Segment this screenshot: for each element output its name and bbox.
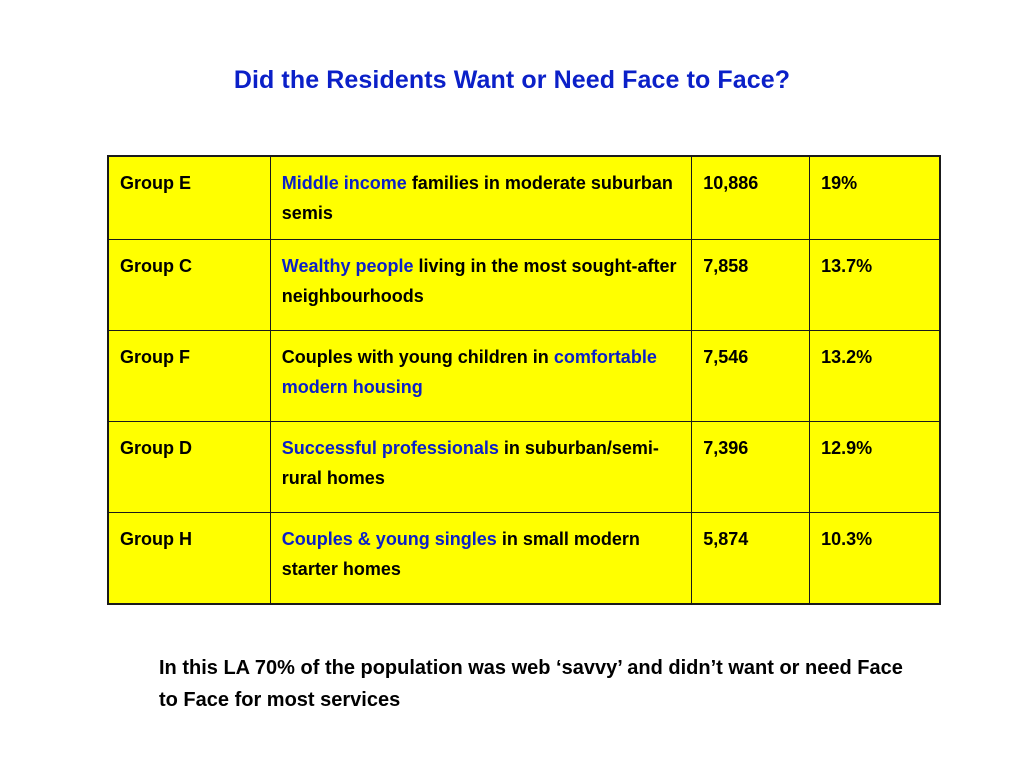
count-cell: 7,858 — [691, 239, 811, 331]
group-cell: Group F — [107, 330, 271, 422]
table-row: Group F Couples with young children in c… — [107, 330, 941, 422]
segments-table: Group E Middle income families in modera… — [107, 155, 941, 605]
description-highlight: Middle income — [281, 173, 407, 193]
group-cell: Group C — [107, 239, 271, 331]
description-text: living in the most sought-after neighbou… — [281, 256, 677, 306]
count-cell: 7,546 — [691, 330, 811, 422]
description-text: in suburban/semi-rural homes — [281, 438, 659, 488]
description-text: families in moderate suburban semis — [281, 173, 673, 223]
group-cell: Group H — [107, 512, 271, 605]
description-highlight: Wealthy people — [281, 256, 414, 276]
table-row: Group C Wealthy people living in the mos… — [107, 239, 941, 331]
description-cell: Wealthy people living in the most sought… — [269, 239, 693, 331]
description-text: in small modern starter homes — [281, 529, 640, 579]
description-highlight: Successful professionals — [281, 438, 499, 458]
description-cell: Couples & young singles in small modern … — [269, 512, 693, 605]
percent-cell: 13.7% — [809, 239, 941, 331]
description-text: Couples with young children in — [281, 347, 554, 367]
percent-cell: 13.2% — [809, 330, 941, 422]
table-row: Group D Successful professionals in subu… — [107, 421, 941, 513]
description-cell: Middle income families in moderate subur… — [269, 155, 693, 240]
table-row: Group E Middle income families in modera… — [107, 155, 941, 240]
count-cell: 7,396 — [691, 421, 811, 513]
description-cell: Couples with young children in comfortab… — [269, 330, 693, 422]
slide-title: Did the Residents Want or Need Face to F… — [233, 66, 791, 94]
percent-cell: 12.9% — [809, 421, 941, 513]
description-highlight: comfortable modern housing — [281, 347, 657, 397]
description-cell: Successful professionals in suburban/sem… — [269, 421, 693, 513]
group-cell: Group D — [107, 421, 271, 513]
count-cell: 10,886 — [691, 155, 811, 240]
group-cell: Group E — [107, 155, 271, 240]
footnote: In this LA 70% of the population was web… — [159, 657, 903, 711]
description-highlight: Couples & young singles — [281, 529, 497, 549]
count-cell: 5,874 — [691, 512, 811, 605]
percent-cell: 19% — [809, 155, 941, 240]
table-row: Group H Couples & young singles in small… — [107, 512, 941, 605]
percent-cell: 10.3% — [809, 512, 941, 605]
